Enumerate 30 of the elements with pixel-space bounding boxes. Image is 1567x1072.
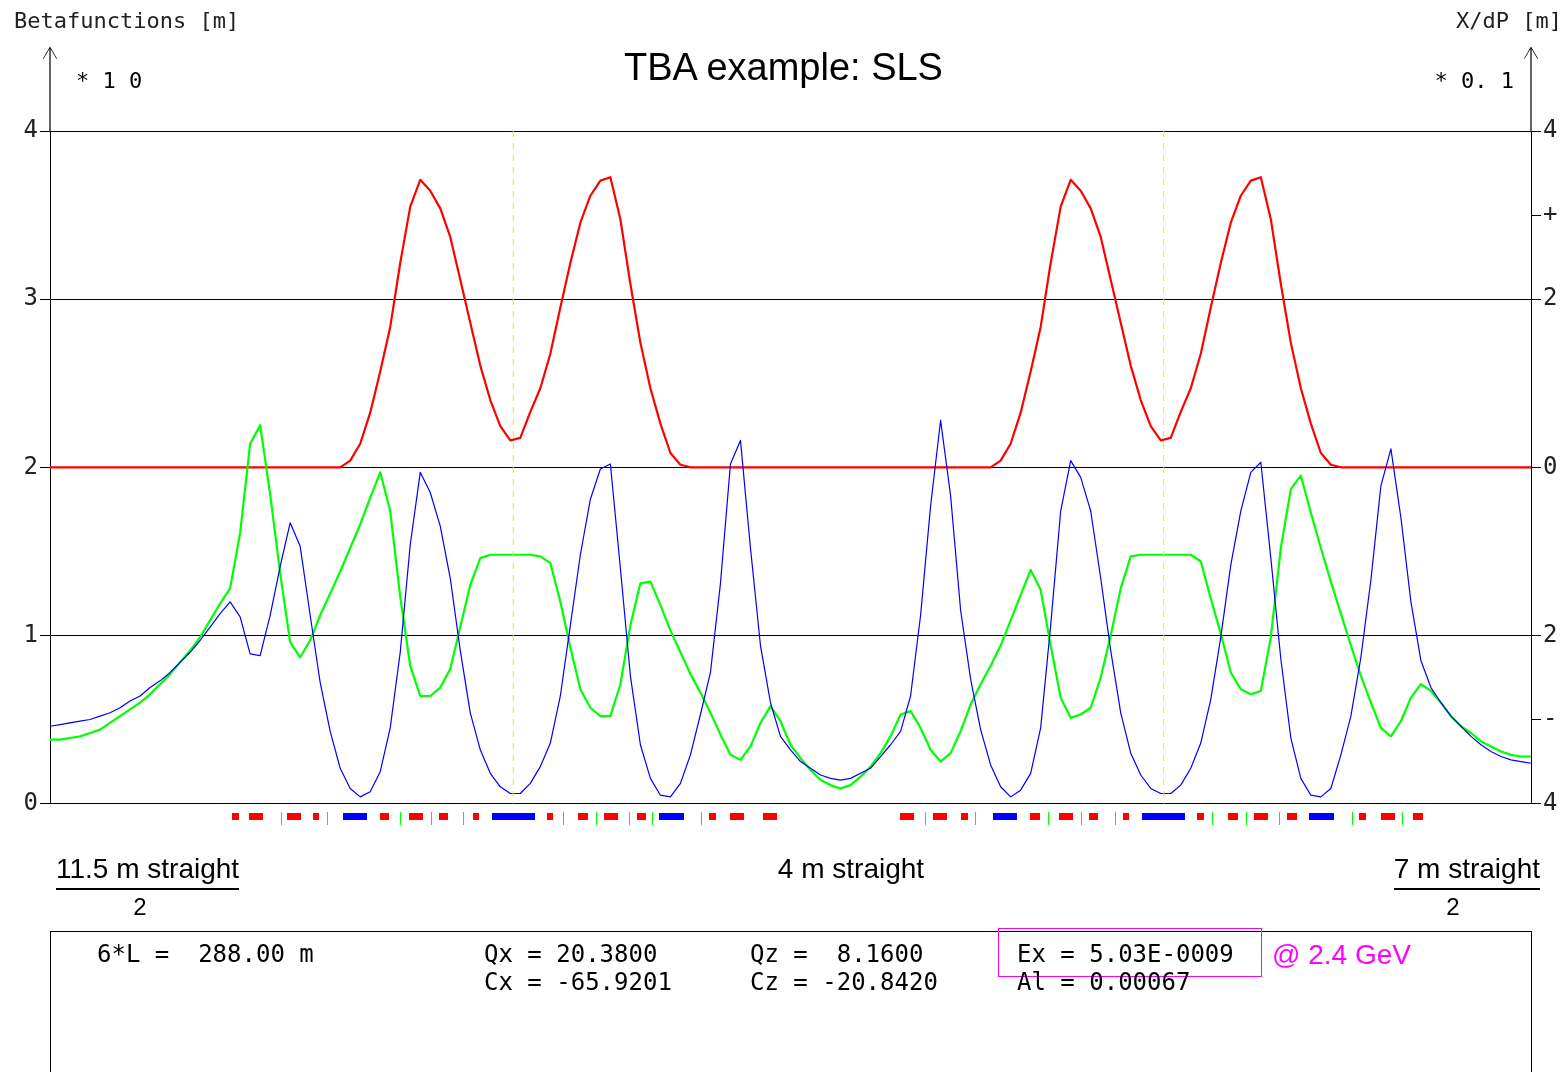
text: 2	[133, 893, 147, 922]
y-tick-label: 3	[23, 283, 38, 312]
text: * 1 0	[76, 68, 143, 95]
y2-tick-label: 4	[1543, 787, 1558, 816]
text: Qx = 20.3800	[484, 940, 658, 969]
y2-tick-label: 4	[1543, 115, 1558, 144]
text: Qz = 8.1600	[750, 940, 924, 969]
y-tick-label: 2	[23, 451, 38, 480]
text: 4 m straight	[777, 852, 925, 886]
text: Ex = 5.03E-0009	[1017, 940, 1234, 969]
text: @ 2.4 GeV	[1272, 938, 1411, 972]
text: * 0. 1	[1434, 68, 1514, 95]
chart-title: TBA example: SLS	[624, 46, 943, 88]
y-axis-title: Betafunctions [m]	[14, 8, 240, 33]
y2-tick-label: 2	[1543, 283, 1558, 312]
y2-tick-label: 0	[1543, 451, 1558, 480]
y-tick-label: 0	[23, 787, 38, 816]
text: Cx = -65.9201	[484, 968, 672, 997]
text: 2	[1446, 893, 1460, 922]
text: Al = 0.00067	[1017, 968, 1191, 997]
text: 7 m straight	[1393, 852, 1540, 890]
y-tick-label: 4	[23, 115, 38, 144]
y-tick-label: 1	[23, 619, 38, 648]
y2-axis-title: X/dP [m]	[1456, 8, 1562, 33]
y2-tick-label: -	[1543, 703, 1558, 732]
text: 6*L = 288.00 m	[97, 940, 314, 969]
y2-tick-label: +	[1543, 199, 1558, 228]
text: Cz = -20.8420	[750, 968, 938, 997]
y2-tick-label: 2	[1543, 619, 1558, 648]
text: 11.5 m straight	[56, 852, 240, 890]
